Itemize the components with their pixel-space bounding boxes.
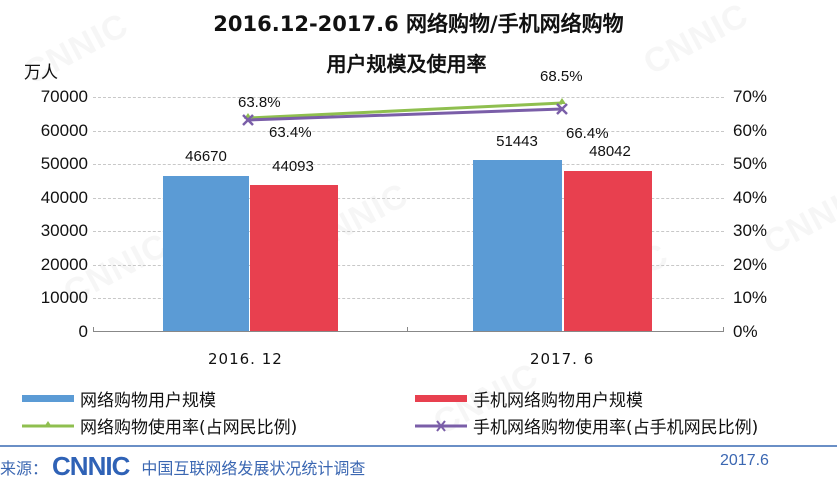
bar-value-label: 48042 (589, 143, 631, 160)
bar-mobile-shopping-users-2016-12 (250, 185, 338, 332)
right-axis-tick: 70% (733, 87, 768, 106)
right-axis-tick: 30% (733, 221, 768, 240)
bar-online-shopping-users-2016-12 (163, 176, 249, 332)
legend-item-mobile-users: 手机网络购物用户规模 (415, 386, 643, 411)
legend-label: 网络购物用户规模 (80, 391, 216, 411)
right-axis-tick: 0% (733, 322, 758, 341)
footer-date: 2017.6 (720, 452, 769, 469)
gridline (93, 164, 724, 165)
right-axis-tick: 20% (733, 255, 768, 274)
legend-label: 手机网络购物使用率(占手机网民比例) (473, 418, 759, 438)
bar-value-label: 46670 (185, 148, 227, 165)
left-axis-tick: 20000 (40, 255, 88, 274)
right-axis-tick: 60% (733, 121, 768, 140)
rate-label-mobile: 66.4% (566, 125, 609, 142)
legend-swatch-red (415, 395, 467, 402)
x-axis-tick (407, 327, 408, 332)
right-axis-tick: 50% (733, 154, 768, 173)
legend-label: 网络购物使用率(占网民比例) (80, 418, 298, 438)
left-axis-tick: 40000 (40, 188, 88, 207)
x-axis-tick (93, 327, 94, 332)
gridline (93, 97, 724, 98)
x-category-label: 2017. 6 (530, 350, 595, 368)
bar-mobile-shopping-users-2017-6 (564, 171, 652, 332)
right-axis-tick: 10% (733, 288, 768, 307)
gridline (93, 298, 724, 299)
left-axis-tick: 70000 (40, 87, 88, 106)
bar-online-shopping-users-2017-6 (473, 160, 562, 332)
legend-item-online-users: 网络购物用户规模 (22, 386, 216, 411)
chart-title-line1: 2016.12-2017.6 网络购物/手机网络购物 (213, 12, 624, 36)
rate-label-online: 63.8% (238, 94, 281, 111)
x-category-label: 2016. 12 (208, 350, 283, 368)
left-axis-tick: 60000 (40, 121, 88, 140)
x-axis (93, 331, 724, 332)
gridline (93, 231, 724, 232)
legend-line-triangle-icon (22, 420, 74, 427)
source-label: 来源： (0, 458, 49, 478)
legend-line-cross-icon (415, 419, 467, 432)
bar-value-label: 51443 (496, 133, 538, 150)
left-axis-tick: 50000 (40, 154, 88, 173)
left-axis-tick: 0 (78, 322, 88, 341)
left-axis-tick: 30000 (40, 221, 88, 240)
x-axis-tick (723, 327, 724, 332)
chart-title-line2: 用户规模及使用率 (326, 52, 487, 76)
cnnic-logo: CNNIC (52, 451, 130, 481)
left-axis-tick: 10000 (40, 288, 88, 307)
gridline (93, 265, 724, 266)
rate-label-mobile: 63.4% (269, 124, 312, 141)
legend-swatch-blue (22, 395, 74, 402)
legend-label: 手机网络购物用户规模 (473, 391, 643, 411)
right-axis-tick: 40% (733, 188, 768, 207)
footer-divider (0, 445, 837, 447)
gridline (93, 198, 724, 199)
legend-item-mobile-rate: 手机网络购物使用率(占手机网民比例) (415, 413, 758, 438)
left-axis-unit: 万人 (24, 63, 58, 83)
source-line: 来源： CNNIC 中国互联网络发展状况统计调查 (0, 451, 365, 482)
rate-label-online: 68.5% (540, 68, 583, 85)
survey-name: 中国互联网络发展状况统计调查 (141, 458, 366, 478)
bar-value-label: 44093 (272, 158, 314, 175)
legend-item-online-rate: 网络购物使用率(占网民比例) (22, 413, 297, 438)
gridline (93, 131, 724, 132)
